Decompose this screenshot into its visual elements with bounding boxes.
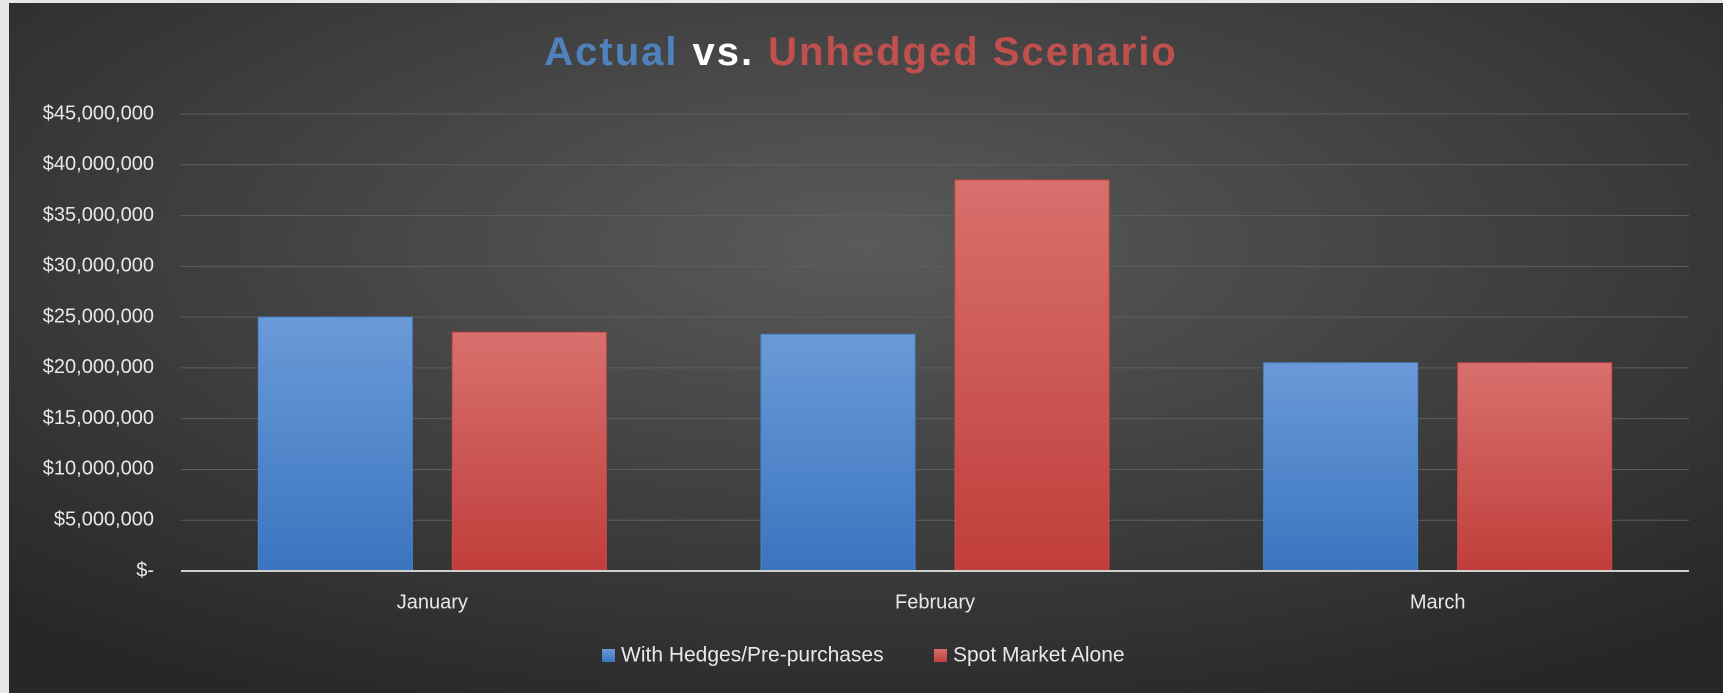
legend-label: With Hedges/Pre-purchases xyxy=(621,644,884,667)
y-tick-label: $5,000,000 xyxy=(54,509,154,531)
y-tick-label: $20,000,000 xyxy=(43,356,154,378)
y-tick-label: $40,000,000 xyxy=(43,153,154,175)
y-tick-label: $- xyxy=(136,559,154,581)
x-tick-label: January xyxy=(397,591,468,613)
bar xyxy=(1457,362,1613,572)
y-tick-label: $25,000,000 xyxy=(43,305,154,327)
title-part: Unhedged Scenario xyxy=(768,30,1178,74)
y-tick-label: $10,000,000 xyxy=(43,458,154,480)
title-part: Actual xyxy=(544,30,678,74)
y-tick-label: $35,000,000 xyxy=(43,204,154,226)
legend-swatch xyxy=(602,649,615,662)
x-tick-label: February xyxy=(895,591,975,613)
bar xyxy=(760,333,916,572)
chart-title: Actual vs. Unhedged Scenario xyxy=(544,30,1177,74)
legend-label: Spot Market Alone xyxy=(953,644,1125,667)
bar xyxy=(954,179,1110,572)
bar xyxy=(451,331,607,572)
x-tick-label: March xyxy=(1410,591,1466,613)
legend-swatch xyxy=(934,649,947,662)
y-tick-label: $45,000,000 xyxy=(43,102,154,124)
bar xyxy=(1263,362,1419,572)
y-tick-label: $30,000,000 xyxy=(43,255,154,277)
y-tick-label: $15,000,000 xyxy=(43,407,154,429)
title-part: vs. xyxy=(693,30,755,74)
bar xyxy=(257,316,413,572)
